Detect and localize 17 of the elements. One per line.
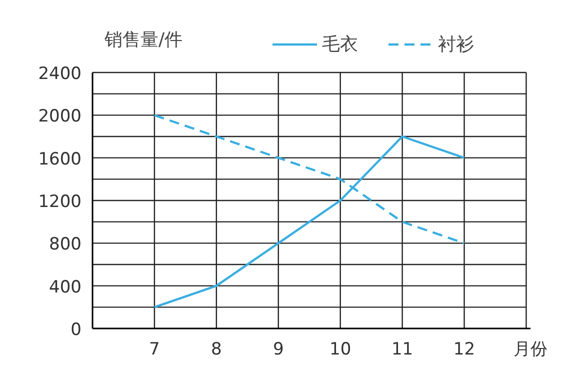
y-tick-label: 0: [70, 320, 82, 340]
x-tick-label: 8: [211, 340, 222, 360]
y-tick-label: 2000: [38, 106, 82, 127]
x-tick-label: 7: [149, 340, 160, 360]
x-tick-label: 12: [453, 340, 476, 360]
legend-label: 衬衫: [438, 33, 474, 56]
x-tick-label: 10: [330, 340, 352, 360]
y-tick-label: 1600: [38, 149, 82, 170]
y-tick-label: 2400: [38, 64, 82, 84]
y-tick-label: 800: [49, 234, 82, 255]
legend-label: 毛衣: [322, 33, 358, 56]
y-tick-label: 1200: [38, 192, 82, 212]
x-tick-label: 11: [391, 340, 414, 360]
y-tick-label: 400: [49, 277, 82, 298]
x-tick-label: 9: [272, 340, 284, 360]
y-axis-title: 销售量/件: [104, 30, 183, 50]
x-axis-title: 月份: [514, 340, 548, 360]
